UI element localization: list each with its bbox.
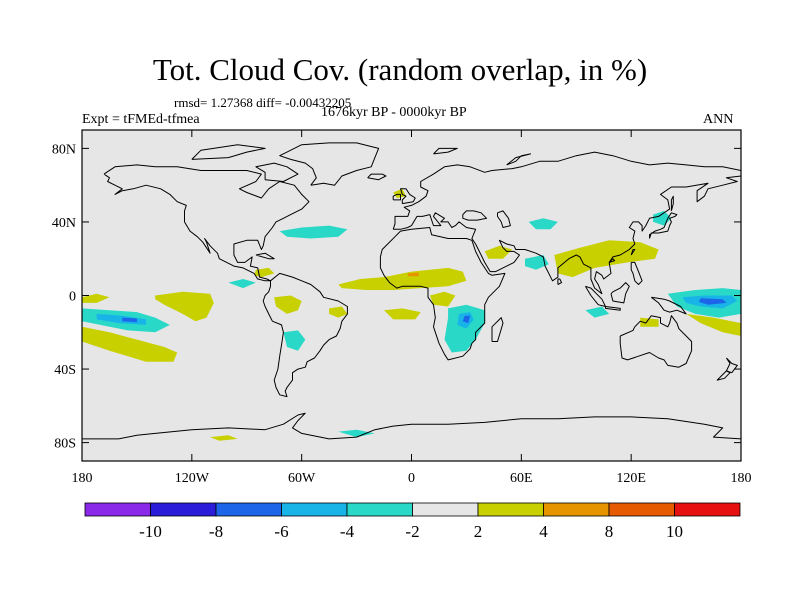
anomaly-region-arabia-positive [484, 245, 513, 259]
coastline-ireland [392, 193, 401, 201]
colorbar-segment [608, 502, 675, 517]
colorbar-segment [674, 502, 741, 517]
coastline-novaya-zemlya [506, 153, 531, 166]
x-tick-label: 60E [510, 471, 533, 486]
coastline-cuba [255, 252, 275, 260]
coastline-new-guinea [650, 296, 687, 315]
x-tick-label: 120W [175, 471, 210, 486]
anomaly-region-south-atlantic-positive [384, 308, 421, 320]
coastline-svalbard [433, 147, 458, 155]
colorbar-label: -6 [274, 522, 288, 541]
colorbar-label: 4 [539, 522, 548, 541]
anomaly-region-tropical-pacific-east-negative-center [122, 317, 137, 323]
y-tick-label: 40N [52, 216, 76, 231]
season-label: ANN [703, 112, 734, 127]
colorbar-segment [412, 502, 479, 517]
anomaly-region-southern-africa-negative-center [462, 315, 471, 324]
coastline-hainan [608, 258, 616, 263]
colorbar-label: -2 [405, 522, 419, 541]
anomaly-layer [82, 188, 741, 441]
anomaly-region-tropical-pacific-east-negative-core [96, 313, 147, 325]
axis-ticks: 180 120W 60W 0 60E 120E 180 80N 40N 0 40S 80S [52, 130, 752, 486]
colorbar-label: -8 [209, 522, 223, 541]
colorbar-segment [281, 502, 348, 517]
coastline-layer [82, 142, 741, 440]
x-tick-label: 180 [731, 471, 752, 486]
anomaly-region-tropical-atlantic-positive [338, 267, 467, 290]
anomaly-region-maritime-negative-center [698, 298, 727, 305]
x-tick-label: 120E [616, 471, 646, 486]
colorbar-label: 2 [474, 522, 483, 541]
coastline-north-america [103, 164, 310, 282]
coastline-madagascar [491, 317, 504, 342]
anomaly-region-central-asia-negative [528, 218, 558, 230]
colorbar: -10 -8 -6 -4 -2 2 4 8 10 [84, 502, 741, 541]
stats-line: rmsd= 1.27368 diff= -0.00432205 [174, 95, 352, 110]
anomaly-region-north-atlantic-negative [279, 225, 348, 239]
coastline-baffin [255, 162, 299, 182]
coastline-caspian [497, 210, 511, 228]
x-tick-label: 60W [288, 471, 316, 486]
anomaly-region-south-america-negative [283, 330, 306, 351]
coastline-black-sea [462, 210, 488, 221]
anomaly-region-antarctic-positive [210, 435, 238, 441]
anomaly-region-australia-positive [640, 317, 659, 327]
anomaly-region-antarctic-negative [338, 429, 375, 438]
map-title: Tot. Cloud Cov. (random overlap, in %) [152, 52, 648, 87]
y-tick-label: 0 [69, 290, 76, 305]
colorbar-segment [84, 502, 151, 517]
colorbar-segment [150, 502, 217, 517]
coastline-new-zealand [725, 357, 738, 374]
anomaly-region-south-pacific-positive [82, 326, 178, 362]
coastline-philippines [630, 261, 643, 285]
coastline-sakhalin [670, 195, 674, 212]
anomaly-region-south-america-positive [329, 306, 348, 318]
anomaly-region-west-indian-negative [525, 255, 549, 270]
colorbar-label: -4 [340, 522, 355, 541]
coastline-java [605, 306, 621, 311]
colorbar-label: -10 [139, 522, 162, 541]
coastline-antarctica [82, 412, 741, 440]
y-tick-label: 80N [52, 142, 76, 157]
coastline-greenland [279, 142, 380, 186]
coastline-europe-asia [392, 151, 741, 295]
colorbar-segment [215, 502, 282, 517]
coastline-japan [649, 212, 678, 239]
coastline-borneo [610, 282, 630, 304]
colorbar-label: 8 [605, 522, 614, 541]
coastline-sri-lanka [557, 278, 563, 285]
y-tick-label: 40S [54, 363, 76, 378]
coastline-africa [379, 227, 506, 361]
colorbar-segment [477, 502, 544, 517]
experiment-label: Expt = tFMEd-tfmea [82, 112, 200, 127]
anomaly-region-amazon-positive [274, 295, 302, 314]
colorbar-label: 10 [666, 522, 683, 541]
colorbar-segment [346, 502, 413, 517]
coastline-nz-south [716, 370, 731, 381]
coastline-australia [619, 315, 693, 368]
anomaly-region-south-pacific-west-positive [686, 313, 741, 336]
anomaly-region-west-africa-orange [407, 272, 419, 277]
colorbar-segment [543, 502, 610, 517]
anomaly-region-congo-positive [429, 291, 456, 307]
anomaly-region-indian-ocean-south-negative [585, 306, 610, 318]
coastline-iceland [367, 173, 387, 181]
anomaly-region-tropical-atlantic-negative [228, 279, 256, 289]
x-tick-label: 180 [72, 471, 93, 486]
x-tick-label: 0 [408, 471, 415, 486]
coastline-britain [400, 188, 416, 205]
coastline-taiwan [630, 249, 636, 256]
period-line: 1676kyr BP - 0000kyr BP [321, 105, 467, 120]
coastline-arctic-islands [191, 144, 266, 160]
anomaly-region-central-pacific-positive [155, 291, 214, 322]
anomaly-region-arctic-positive [393, 188, 406, 198]
y-tick-label: 80S [54, 437, 76, 452]
coastline-south-america [262, 272, 348, 398]
